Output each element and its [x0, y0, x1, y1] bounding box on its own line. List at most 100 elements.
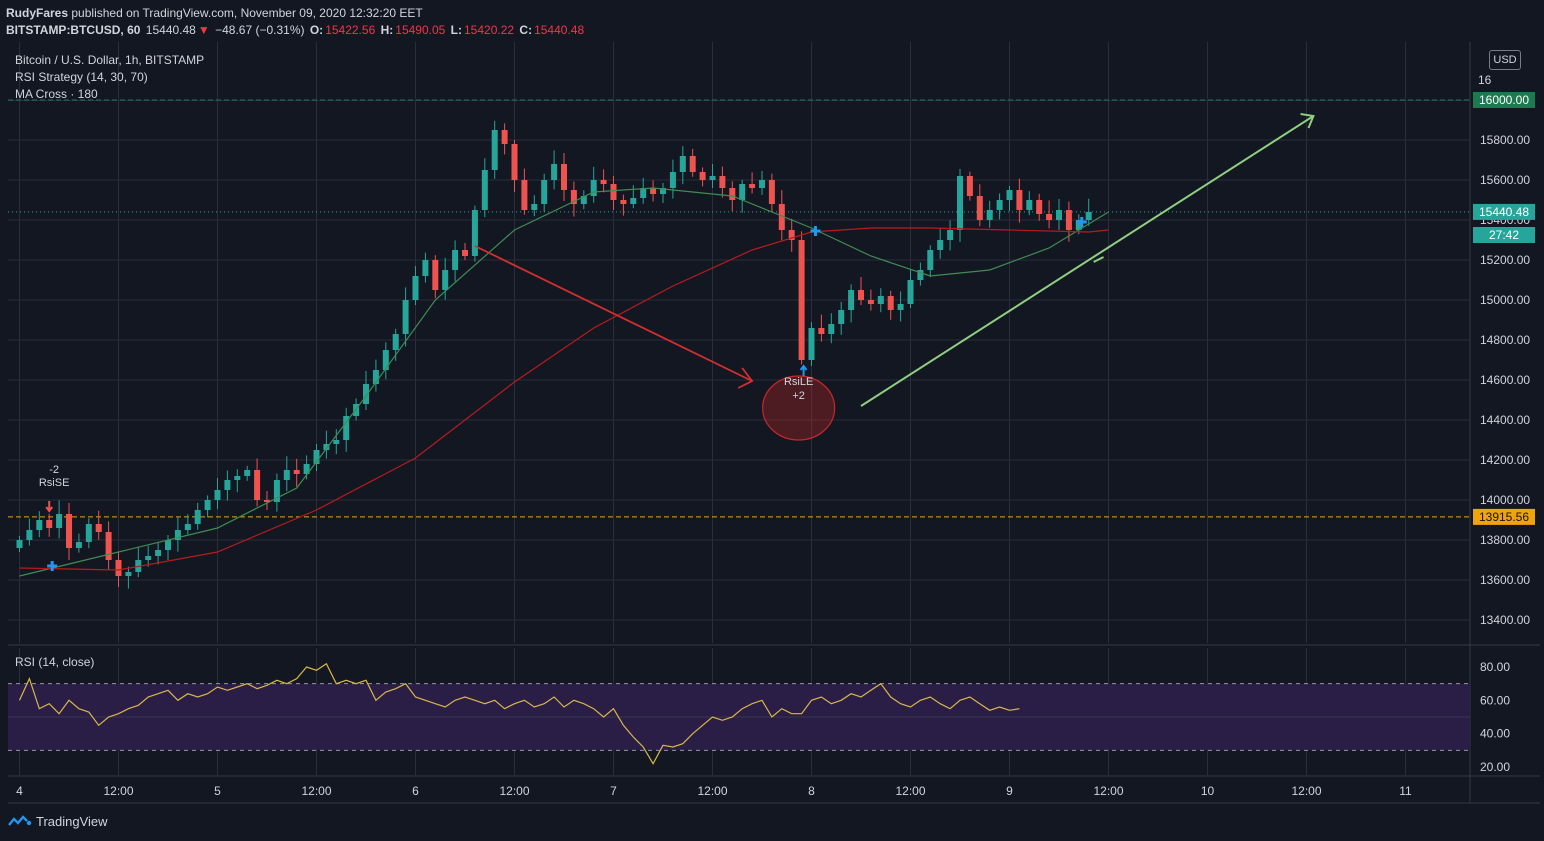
candle — [264, 500, 270, 502]
rsi-axis-label: 20.00 — [1480, 760, 1510, 774]
price-badge — [1473, 227, 1535, 243]
rsi-line — [18, 662, 1020, 765]
candle — [788, 230, 795, 240]
candle — [561, 164, 567, 190]
candle — [927, 250, 934, 270]
red-trend-arrow — [474, 245, 753, 382]
candle — [194, 510, 201, 524]
price-badge — [1473, 92, 1535, 108]
candle — [590, 180, 597, 196]
candle — [66, 514, 72, 548]
candle — [293, 470, 300, 474]
candle — [818, 328, 825, 334]
rsi-title[interactable]: RSI (14, close) — [15, 655, 95, 669]
candle — [26, 530, 33, 540]
candle — [283, 470, 290, 480]
candle — [610, 184, 617, 200]
candle — [254, 470, 261, 500]
candle — [1085, 211, 1092, 220]
price-axis-label-top: 16 — [1478, 73, 1492, 87]
price-badge-label: 15440.48 — [1479, 205, 1529, 219]
time-axis-label: 12:00 — [895, 784, 925, 798]
low-value: 15420.22 — [464, 23, 515, 37]
candle — [630, 198, 637, 204]
candle — [16, 540, 23, 548]
candle — [541, 180, 548, 204]
down-arrow-icon: ▼ — [197, 23, 210, 37]
symbol-label[interactable]: BITSTAMP:BTCUSD, 60 — [6, 23, 141, 37]
candle — [432, 260, 439, 290]
rsi-axis-label: 40.00 — [1480, 727, 1510, 741]
brand[interactable]: TradingView — [8, 814, 108, 829]
price-axis-label: 15800.00 — [1480, 133, 1530, 147]
candle — [422, 260, 429, 276]
price-axis-label: 15600.00 — [1480, 173, 1530, 187]
ma-fast-line — [19, 187, 1109, 577]
candle — [986, 210, 993, 220]
candle — [392, 334, 399, 350]
candle — [957, 176, 963, 230]
candle — [689, 156, 696, 172]
currency-button[interactable]: USD — [1489, 50, 1521, 70]
indicator-legend: Bitcoin / U.S. Dollar, 1h, BITSTAMP RSI … — [15, 52, 204, 103]
candle — [501, 130, 508, 144]
low-label: L: — [450, 23, 462, 37]
time-axis-label: 5 — [214, 784, 221, 798]
price-badge — [1473, 203, 1535, 220]
candle — [620, 200, 627, 204]
candle — [600, 180, 607, 184]
candle — [719, 176, 726, 188]
candle — [1065, 210, 1072, 230]
price-axis-label: 13400.00 — [1480, 613, 1530, 627]
candle — [531, 204, 538, 210]
candle — [848, 290, 855, 310]
time-axis-label: 12:00 — [1093, 784, 1123, 798]
candle — [224, 480, 231, 490]
candle — [1075, 220, 1082, 230]
price-badge — [1473, 508, 1535, 525]
signal-annotation: RsiSE — [39, 477, 70, 489]
green-trend-tail — [1093, 256, 1105, 263]
brand-name: TradingView — [36, 814, 108, 829]
candle — [125, 572, 132, 576]
candle — [1016, 190, 1023, 210]
candle — [204, 500, 211, 510]
candle — [521, 180, 528, 210]
high-label: H: — [380, 23, 394, 37]
candle — [660, 188, 666, 194]
price-axis-label: 13800.00 — [1480, 533, 1530, 547]
candle — [966, 176, 973, 196]
price-badge-label: 13915.56 — [1479, 510, 1529, 524]
price-axis-label: 14800.00 — [1480, 333, 1530, 347]
candle — [333, 440, 340, 444]
time-axis-label: 11 — [1399, 784, 1412, 798]
candle — [95, 524, 102, 532]
candle — [1026, 200, 1033, 210]
tradingview-logo-icon — [8, 814, 32, 826]
close-label: C: — [519, 23, 533, 37]
long-entry-arrow — [799, 364, 808, 376]
candle — [1056, 210, 1062, 220]
price-axis-label: 15200.00 — [1480, 253, 1530, 267]
legend-ma-cross[interactable]: MA Cross · 180 — [15, 87, 98, 101]
candle — [214, 490, 221, 500]
candle — [452, 250, 459, 270]
candle — [808, 328, 815, 360]
rsi-axis-label: 80.00 — [1480, 660, 1510, 674]
high-value: 15490.05 — [395, 23, 446, 37]
author-name[interactable]: RudyFares — [6, 6, 69, 20]
candle — [363, 384, 369, 404]
candle — [145, 556, 152, 560]
candle — [184, 524, 191, 530]
last-price: 15440.48 — [145, 23, 196, 37]
candle — [917, 270, 924, 280]
candle — [313, 450, 320, 464]
legend-title[interactable]: Bitcoin / U.S. Dollar, 1h, BITSTAMP — [15, 53, 205, 67]
candle — [481, 170, 488, 210]
candle — [244, 470, 251, 476]
candle — [640, 188, 647, 198]
candle — [56, 514, 63, 528]
legend-rsi-strategy[interactable]: RSI Strategy (14, 30, 70) — [15, 70, 148, 84]
candle — [1036, 200, 1043, 214]
